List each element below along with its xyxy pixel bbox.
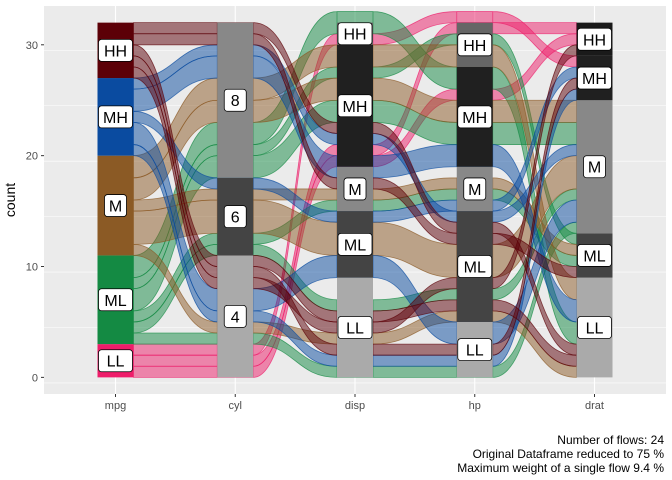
stratum-label-box-drat-hh bbox=[577, 27, 612, 51]
y-axis: 0 10 20 30 bbox=[26, 40, 44, 384]
stratum-label-drat-mh: MH bbox=[582, 71, 607, 88]
stratum-label-box-mpg-hh bbox=[98, 38, 133, 62]
x-axis: mpg cyl disp hp drat bbox=[105, 394, 604, 412]
stratum-label-box-disp-mh bbox=[337, 94, 373, 118]
stratum-label-drat-hh: HH bbox=[583, 32, 606, 49]
stratum-label-hp-mh: MH bbox=[462, 110, 487, 127]
stratum-label-disp-hh: HH bbox=[343, 27, 366, 44]
stratum-label-box-drat-m bbox=[583, 155, 606, 179]
x-tick-label-drat: drat bbox=[585, 400, 604, 412]
stratum-label-box-disp-ll bbox=[337, 316, 373, 339]
caption-flows: Number of flows: 24 bbox=[557, 433, 664, 447]
caption-reduction: Original Dataframe reduced to 75 % bbox=[473, 447, 665, 461]
stratum-label-disp-ll: LL bbox=[346, 320, 364, 337]
stratum-label-disp-ml: ML bbox=[344, 237, 366, 254]
stratum-label-mpg-hh: HH bbox=[104, 43, 127, 60]
y-tick-label-30: 30 bbox=[26, 40, 38, 52]
stratum-label-box-cyl-8 bbox=[223, 88, 247, 112]
x-tick-label-hp: hp bbox=[469, 400, 481, 412]
stratum-label-box-mpg-m bbox=[104, 194, 127, 217]
x-tick-label-mpg: mpg bbox=[105, 400, 126, 412]
stratum-label-box-cyl-6 bbox=[223, 205, 247, 229]
stratum-label-disp-m: M bbox=[348, 182, 361, 199]
stratum-label-box-disp-hh bbox=[337, 22, 373, 46]
stratum-label-cyl-8: 8 bbox=[231, 93, 240, 110]
stratum-label-mpg-ll: LL bbox=[107, 354, 125, 371]
y-tick-label-0: 0 bbox=[32, 372, 38, 384]
stratum-label-cyl-4: 4 bbox=[231, 309, 240, 326]
caption-max-weight: Maximum weight of a single flow 9.4 % bbox=[457, 461, 664, 475]
stratum-label-mpg-m: M bbox=[109, 199, 122, 216]
stratum-label-drat-m: M bbox=[588, 160, 601, 177]
y-tick-label-20: 20 bbox=[26, 151, 38, 163]
stratum-label-box-disp-m bbox=[343, 177, 367, 201]
y-tick-label-10: 10 bbox=[26, 262, 38, 274]
stratum-label-box-hp-ml bbox=[457, 255, 493, 278]
stratum-label-box-drat-mh bbox=[577, 66, 612, 90]
stratum-label-box-hp-ll bbox=[457, 338, 493, 362]
stratum-label-box-disp-ml bbox=[337, 232, 373, 256]
stratum-label-hp-hh: HH bbox=[463, 38, 486, 55]
stratum-label-disp-mh: MH bbox=[343, 99, 368, 116]
stratum-label-mpg-ml: ML bbox=[104, 293, 126, 310]
y-axis-label: count bbox=[2, 183, 18, 217]
stratum-label-hp-m: M bbox=[468, 182, 481, 199]
x-tick-label-disp: disp bbox=[345, 400, 365, 412]
stratum-label-mpg-mh: MH bbox=[103, 110, 128, 127]
stratum-label-box-mpg-ll bbox=[98, 349, 133, 373]
stratum-label-box-cyl-4 bbox=[223, 304, 247, 328]
x-tick-label-cyl: cyl bbox=[229, 400, 242, 412]
stratum-label-box-drat-ll bbox=[577, 316, 612, 339]
stratum-label-drat-ll: LL bbox=[586, 320, 604, 337]
stratum-label-box-hp-hh bbox=[457, 33, 493, 57]
stratum-label-box-hp-m bbox=[463, 177, 487, 201]
stratum-label-box-hp-mh bbox=[457, 105, 493, 129]
stratum-labels-layer: LL ML M MH HH 4 6 8 LL ML M MH HH LL ML M MH HH LL ML M MH HH bbox=[98, 22, 612, 373]
stratum-label-box-mpg-ml bbox=[98, 288, 133, 312]
stratum-label-hp-ml: ML bbox=[464, 260, 486, 277]
stratum-label-hp-ll: LL bbox=[466, 343, 484, 360]
stratum-label-drat-ml: ML bbox=[583, 248, 605, 265]
stratum-label-box-drat-ml bbox=[577, 244, 612, 267]
stratum-label-cyl-6: 6 bbox=[231, 210, 240, 227]
stratum-label-box-mpg-mh bbox=[98, 105, 133, 129]
